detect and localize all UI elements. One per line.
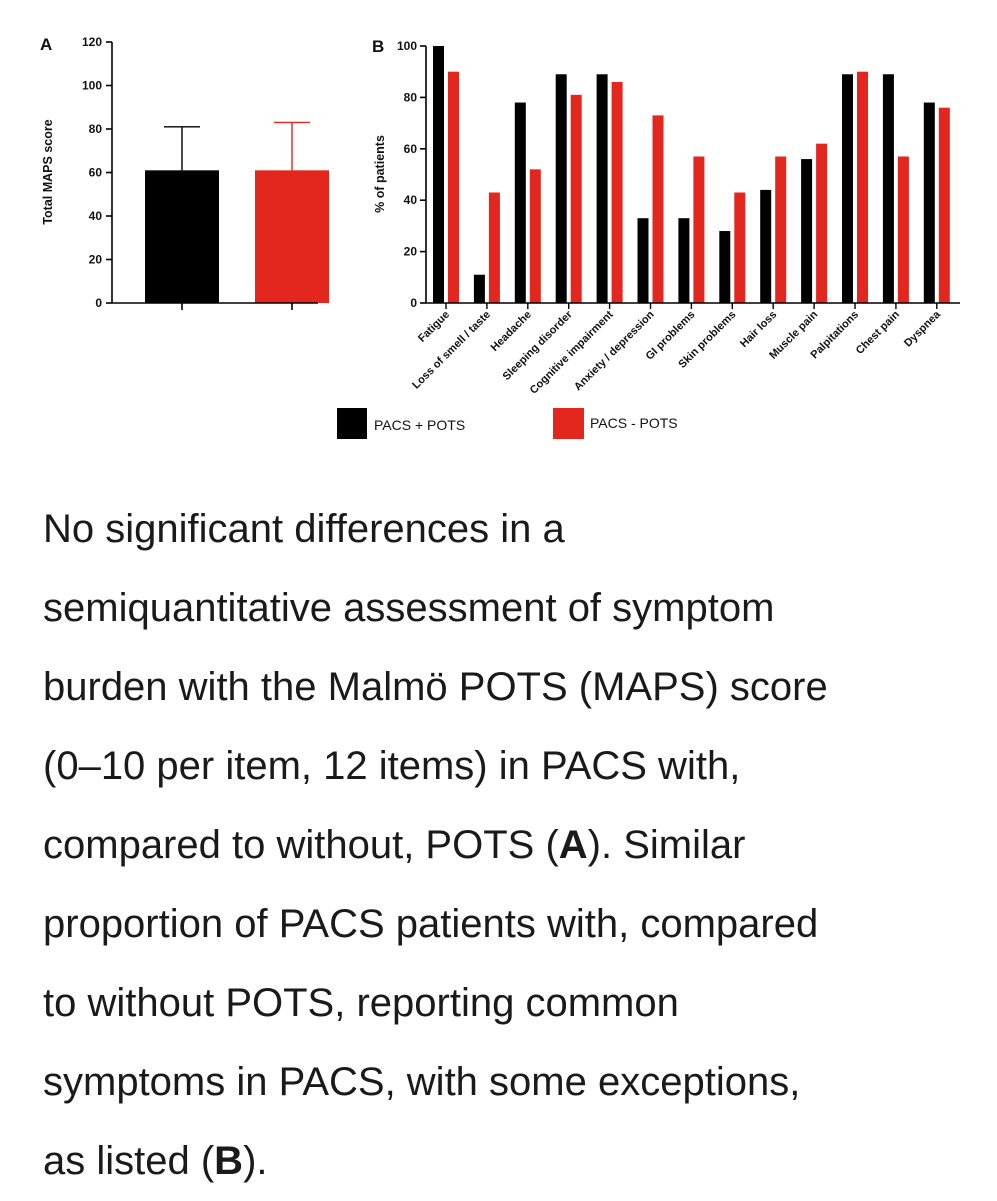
caption-line-3: burden with the Malmö POTS (MAPS) score — [43, 665, 828, 709]
panel-b-category-label-cognitive-impairment: Cognitive impairment — [528, 308, 616, 396]
panel-b-bar-cognitive-impairment-pacs-pots — [596, 74, 608, 304]
panel-b-letter: B — [372, 37, 384, 56]
legend-swatch-pacs-minus-pots — [553, 408, 584, 439]
panel-a-y-tick-label: 100 — [82, 79, 102, 93]
panel-a-y-axis-title: Total MAPS score — [41, 119, 55, 224]
panel-b-bar-loss-of-smell-taste-pacs-pots — [488, 192, 500, 303]
panel-b-bar-cognitive-impairment-pacs-pots — [611, 81, 623, 303]
caption-line-7: to without POTS, reporting common — [43, 981, 679, 1025]
panel-b-y-tick-label: 60 — [404, 142, 418, 156]
panel-b-bar-headache-pacs-pots — [514, 102, 526, 303]
panel-b-bar-muscle-pain-pacs-pots — [816, 143, 828, 303]
panel-b-category-label-fatigue: Fatigue — [416, 309, 452, 345]
caption-line-5-start: compared to without, POTS ( — [43, 823, 559, 867]
panel-a-bar-pacs-pots — [255, 170, 329, 303]
panel-a-y-tick-label: 40 — [89, 209, 103, 223]
panel-a-letter: A — [40, 35, 52, 54]
panel-b-bar-muscle-pain-pacs-pots — [801, 159, 813, 303]
panel-b-bar-sleeping-disorder-pacs-pots — [570, 94, 582, 303]
panel-b-y-tick-label: 80 — [404, 90, 418, 104]
panel-b-chart: B % of patients 0 20 40 60 80 100 FatigueLoss… — [372, 37, 960, 397]
caption-line-2: semiquantitative assessment of symptom — [43, 586, 775, 630]
panel-b-bar-gi-problems-pacs-pots — [678, 218, 690, 303]
caption-line-1: No significant differences in a — [43, 507, 565, 551]
figure: A Total MAPS score 0 20 40 60 80 100 120 B % o… — [40, 35, 960, 439]
figure-caption: No significant differences in a semiquan… — [43, 490, 968, 1201]
panel-b-y-tick-label: 0 — [410, 296, 417, 310]
panel-b-bar-palpitations-pacs-pots — [842, 74, 853, 304]
panel-b-bar-anxiety-depression-pacs-pots — [652, 115, 664, 303]
legend-label-pacs-plus-pots: PACS + POTS — [374, 417, 465, 433]
panel-b-bar-anxiety-depression-pacs-pots — [637, 218, 649, 303]
caption-line-4: (0–10 per item, 12 items) in PACS with, — [43, 744, 741, 788]
panel-a-y-tick-label: 120 — [82, 35, 102, 49]
panel-b-y-axis-title: % of patients — [373, 135, 387, 213]
panel-b-category-label-chest-pain: Chest pain — [854, 308, 902, 356]
panel-b-bar-gi-problems-pacs-pots — [693, 156, 705, 303]
panel-b-y-tick-label: 20 — [404, 245, 418, 259]
panel-a-chart: A Total MAPS score 0 20 40 60 80 100 120 — [40, 35, 329, 310]
legend: PACS + POTS PACS - POTS — [337, 408, 678, 439]
panel-b-category-label-anxiety-depression: Anxiety / depression — [572, 308, 657, 393]
legend-swatch-pacs-plus-pots — [337, 408, 367, 439]
panel-b-bar-hair-loss-pacs-pots — [760, 189, 772, 303]
panel-b-bar-palpitations-pacs-pots — [857, 71, 868, 303]
panel-b-bar-dyspnea-pacs-pots — [923, 102, 935, 303]
panel-b-category-label-hair-loss: Hair loss — [738, 309, 779, 350]
panel-b-bar-chest-pain-pacs-pots — [882, 74, 894, 304]
panel-b-bar-headache-pacs-pots — [529, 169, 541, 303]
panel-b-bar-fatigue-pacs-pots — [448, 71, 459, 303]
caption-line-9-end: ). — [243, 1139, 268, 1183]
panel-a-y-tick-label: 60 — [89, 166, 103, 180]
panel-b-category-label-sleeping-disorder: Sleeping disorder — [501, 308, 576, 383]
caption-line-6: proportion of PACS patients with, compar… — [43, 902, 819, 946]
caption-panel-ref-a: A — [558, 823, 588, 867]
panel-b-category-label-dyspnea: Dyspnea — [902, 308, 944, 350]
caption-line-5-end: ). Similar — [587, 823, 746, 867]
panel-a-y-tick-label: 80 — [89, 122, 103, 136]
panel-b-bar-chest-pain-pacs-pots — [897, 156, 909, 303]
panel-b-bar-fatigue-pacs-pots — [433, 46, 444, 303]
panel-b-y-tick-label: 40 — [404, 193, 418, 207]
panel-b-bar-skin-problems-pacs-pots — [734, 192, 746, 303]
panel-b-bar-loss-of-smell-taste-pacs-pots — [473, 274, 485, 303]
legend-label-pacs-minus-pots: PACS - POTS — [590, 415, 678, 431]
panel-b-category-label-loss-of-smell-taste: Loss of smell / taste — [410, 309, 493, 392]
panel-b-bar-sleeping-disorder-pacs-pots — [555, 74, 567, 304]
panel-b-bar-dyspnea-pacs-pots — [938, 107, 950, 304]
panel-b-bar-skin-problems-pacs-pots — [719, 231, 731, 303]
panel-b-y-tick-label: 100 — [397, 39, 417, 53]
panel-a-bar-pacs-pots — [145, 170, 219, 303]
panel-a-y-tick-label: 0 — [95, 296, 102, 310]
panel-b-bar-hair-loss-pacs-pots — [775, 156, 787, 303]
caption-panel-ref-b: B — [214, 1139, 244, 1183]
caption-line-8: symptoms in PACS, with some exceptions, — [43, 1060, 801, 1104]
caption-line-9-start: as listed ( — [43, 1139, 215, 1183]
panel-a-y-tick-label: 20 — [89, 253, 103, 267]
